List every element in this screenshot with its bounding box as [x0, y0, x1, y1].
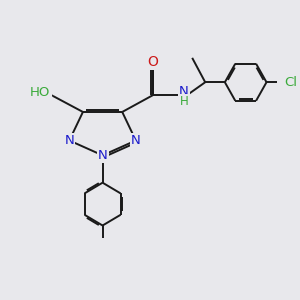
Text: O: O — [148, 55, 159, 69]
Text: H: H — [180, 95, 188, 108]
Text: HO: HO — [30, 85, 51, 98]
Text: N: N — [131, 134, 141, 147]
Text: Cl: Cl — [284, 76, 297, 89]
Text: N: N — [98, 149, 107, 162]
Text: N: N — [64, 134, 74, 147]
Text: N: N — [179, 85, 189, 98]
